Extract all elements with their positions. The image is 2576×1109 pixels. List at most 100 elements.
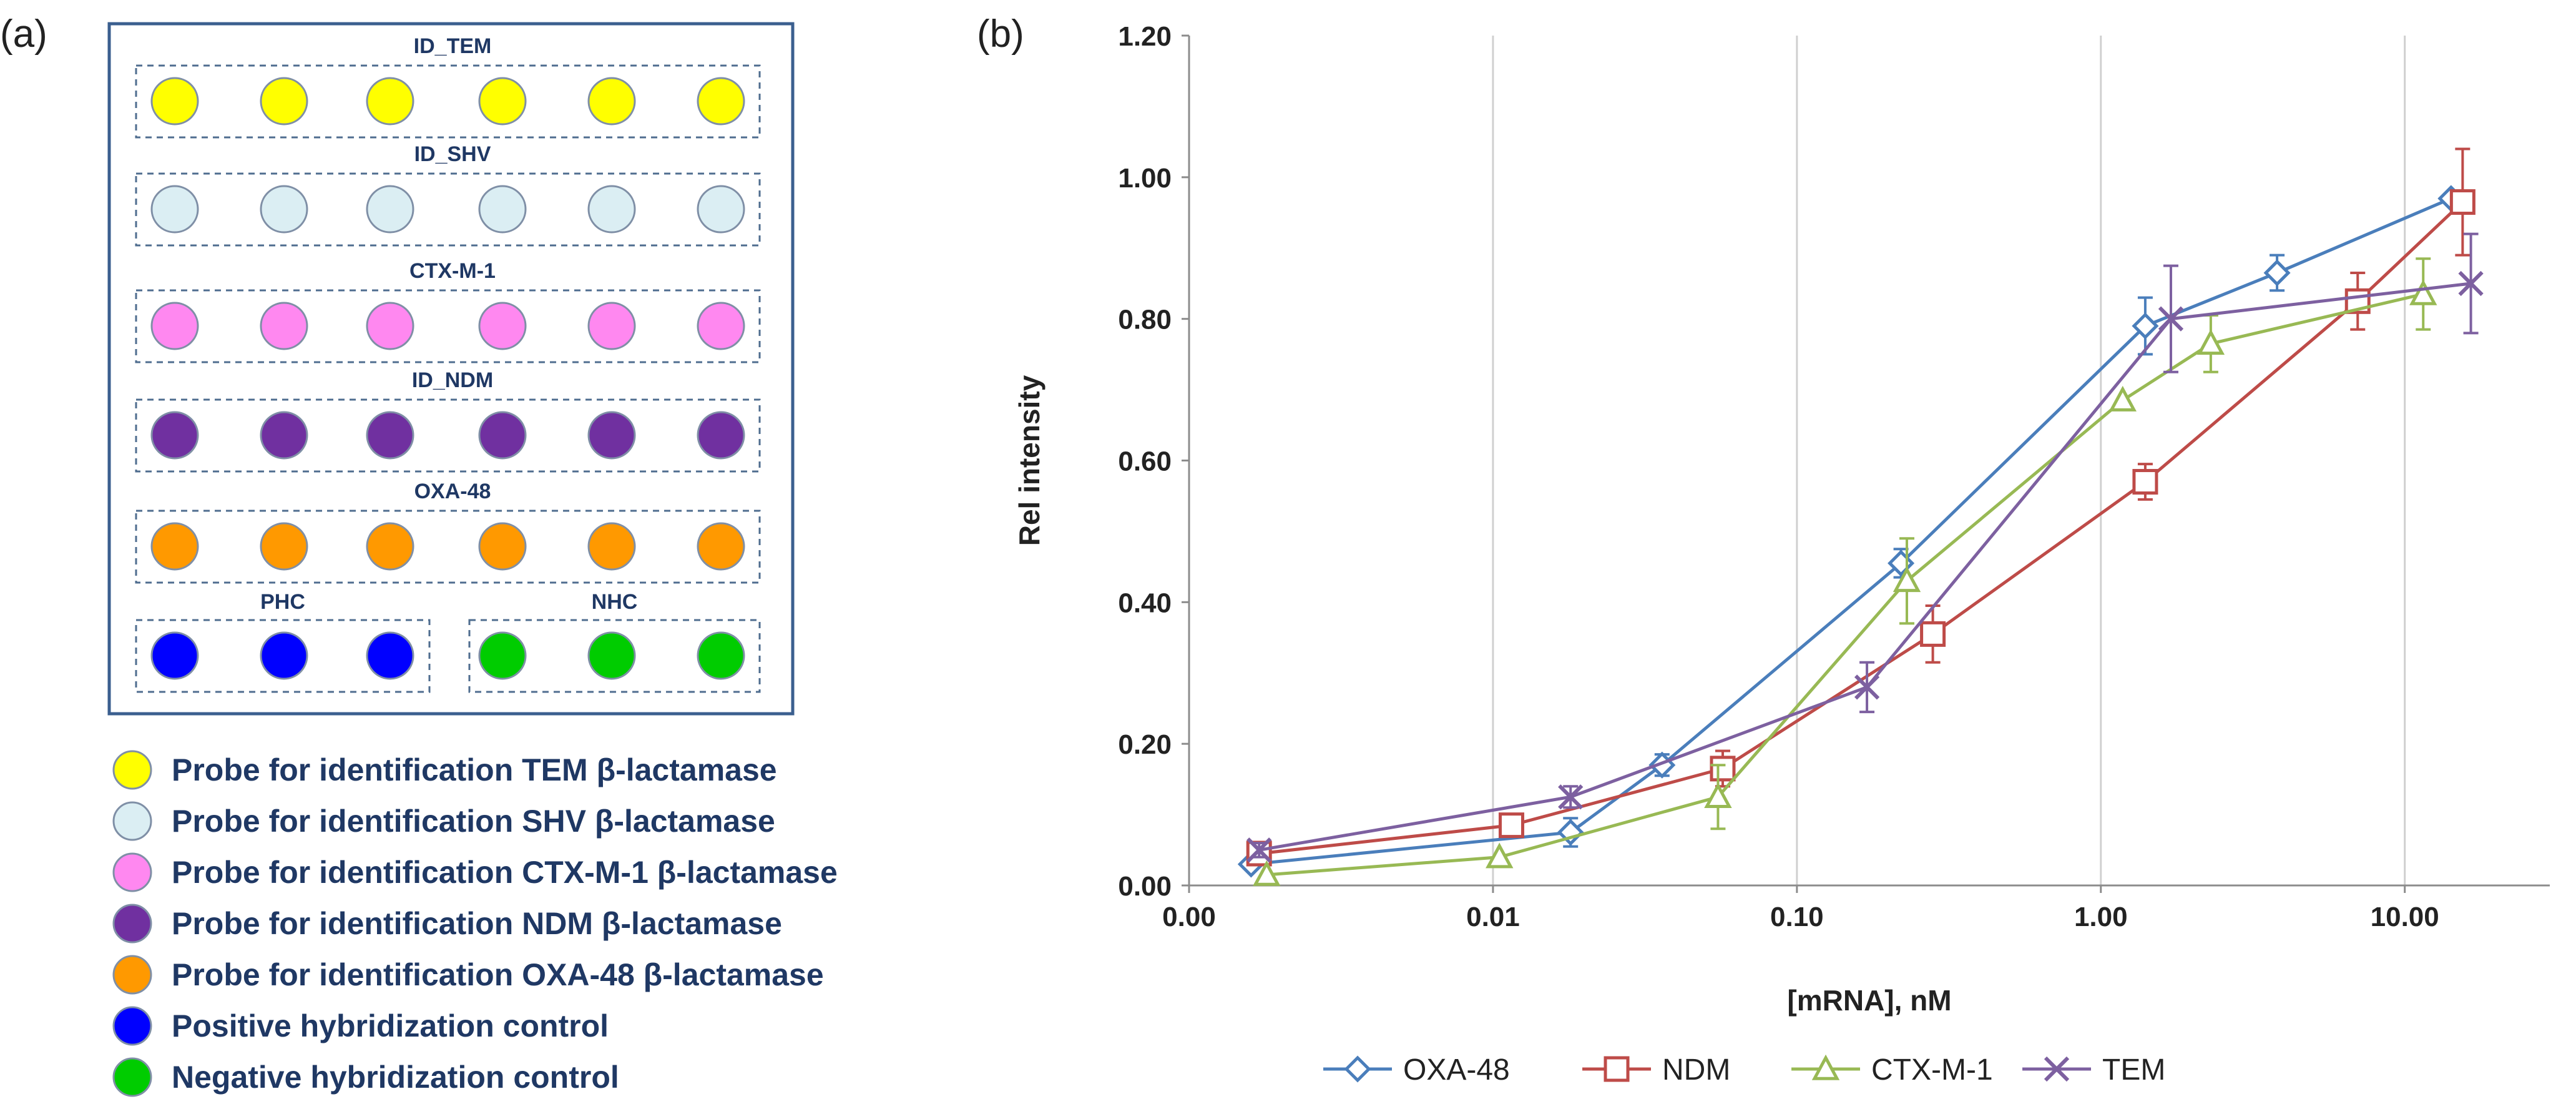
- probe-spot: [697, 185, 745, 234]
- data-point: [1893, 566, 1921, 593]
- y-tick-label: 0.80: [1118, 305, 1172, 335]
- probe-spot: [366, 185, 414, 234]
- legend-label: Probe for identification CTX-M-1 β-lacta…: [172, 855, 838, 890]
- chart-legend: OXA-48 NDM CTX-M-1 TEM: [1323, 1053, 2165, 1087]
- probe-spot: [260, 185, 308, 234]
- series-line: [1258, 200, 2464, 855]
- probe-spot: [150, 302, 199, 350]
- x-tick-label: 0.01: [1466, 902, 1520, 932]
- x-axis-title: [mRNA], nM: [1787, 984, 1951, 1017]
- probe-spot: [587, 522, 636, 571]
- probe-spot: [366, 411, 414, 460]
- control-box: [468, 619, 761, 693]
- legend-swatch: [112, 904, 152, 944]
- probe-spot: [697, 302, 745, 350]
- legend-label: NDM: [1662, 1053, 1730, 1087]
- probe-legend: Probe for identification TEM β-lactamase…: [112, 750, 838, 1097]
- legend-label: Negative hybridization control: [172, 1060, 619, 1095]
- legend-marker: [1604, 1056, 1630, 1082]
- legend-label: TEM: [2102, 1053, 2165, 1087]
- probe-spot: [587, 77, 636, 126]
- probe-spot: [697, 77, 745, 126]
- group-title: ID_SHV: [414, 142, 491, 166]
- legend-marker: [1344, 1055, 1371, 1083]
- series-ctx-m-1: [1253, 257, 2437, 886]
- x-tick-label: 1.00: [2074, 902, 2128, 932]
- x-tick-label: 0.00: [1162, 902, 1216, 932]
- legend-swatch: [112, 852, 152, 892]
- data-point: [1920, 621, 1946, 647]
- group-title: ID_TEM: [414, 34, 492, 58]
- series-line: [1266, 292, 2424, 877]
- probe-spot: [260, 77, 308, 126]
- data-point: [2263, 259, 2291, 287]
- data-point: [1253, 860, 1281, 886]
- probe-spot: [150, 522, 199, 571]
- y-tick-label: 1.20: [1118, 21, 1172, 52]
- probe-spot: [478, 77, 527, 126]
- legend-label: OXA-48: [1403, 1053, 1510, 1087]
- series-ndm: [1246, 147, 2476, 867]
- probe-spot: [366, 77, 414, 126]
- marker-stroke: [2458, 270, 2484, 297]
- control-spot: [150, 631, 199, 680]
- legend-label: Probe for identification OXA-48 β-lactam…: [172, 957, 824, 992]
- group-title: ID_NDM: [412, 368, 493, 392]
- data-point: [2458, 270, 2484, 297]
- data-point: [1558, 784, 1584, 810]
- probe-spot: [260, 302, 308, 350]
- series-oxa-48: [1237, 185, 2465, 878]
- probe-array-panel: ID_TEM ID_SHV CTX-M-1 ID_NDM OXA-48 PHC NHC: [107, 22, 795, 716]
- data-point: [2196, 329, 2225, 355]
- group-title: OXA-48: [414, 480, 491, 503]
- probe-spot: [150, 411, 199, 460]
- data-point: [2158, 306, 2184, 332]
- x-tick-label: 10.00: [2371, 902, 2439, 932]
- probe-spot: [260, 522, 308, 571]
- series-tem: [1246, 232, 2484, 863]
- legend-swatch: [112, 1006, 152, 1046]
- legend-swatch: [112, 955, 152, 995]
- control-title: NHC: [592, 590, 638, 614]
- y-axis-title: Rel intensity: [1013, 375, 1046, 546]
- control-spot: [697, 631, 745, 680]
- probe-spot: [478, 411, 527, 460]
- y-tick-label: 0.60: [1118, 446, 1172, 477]
- data-point: [2132, 312, 2159, 340]
- control-spot: [260, 631, 308, 680]
- y-tick-label: 1.00: [1118, 163, 1172, 194]
- data-point: [1246, 837, 1272, 863]
- data-point: [2108, 385, 2137, 412]
- marker-stroke: [2158, 306, 2184, 332]
- legend-marker: [1811, 1054, 1840, 1080]
- y-tick-label: 0.20: [1118, 729, 1172, 760]
- legend-label: Probe for identification NDM β-lactamase: [172, 906, 782, 941]
- marker-stroke: [1854, 674, 1880, 700]
- x-tick-label: 0.10: [1770, 902, 1824, 932]
- series-line: [1251, 197, 2452, 866]
- control-spot: [366, 631, 414, 680]
- probe-spot: [366, 522, 414, 571]
- data-point: [1710, 756, 1736, 782]
- series-line: [1258, 282, 2471, 852]
- legend-label: CTX-M-1: [1871, 1053, 1993, 1087]
- y-tick-label: 0.40: [1118, 588, 1172, 618]
- legend-label: Probe for identification TEM β-lactamase: [172, 752, 777, 787]
- legend-swatch: [112, 1057, 152, 1097]
- control-spot: [587, 631, 636, 680]
- marker-stroke: [1558, 784, 1584, 810]
- control-box: [135, 619, 431, 693]
- legend-swatch: [112, 801, 152, 841]
- probe-spot: [150, 77, 199, 126]
- array-frame: [107, 22, 795, 716]
- data-point: [1854, 674, 1880, 700]
- legend-marker: [2044, 1056, 2070, 1082]
- data-point: [2132, 469, 2158, 495]
- probe-spot: [260, 411, 308, 460]
- probe-spot: [150, 185, 199, 234]
- probe-spot: [587, 185, 636, 234]
- y-tick-label: 0.00: [1118, 871, 1172, 902]
- marker-stroke: [1246, 837, 1272, 863]
- probe-spot: [478, 185, 527, 234]
- probe-spot: [478, 522, 527, 571]
